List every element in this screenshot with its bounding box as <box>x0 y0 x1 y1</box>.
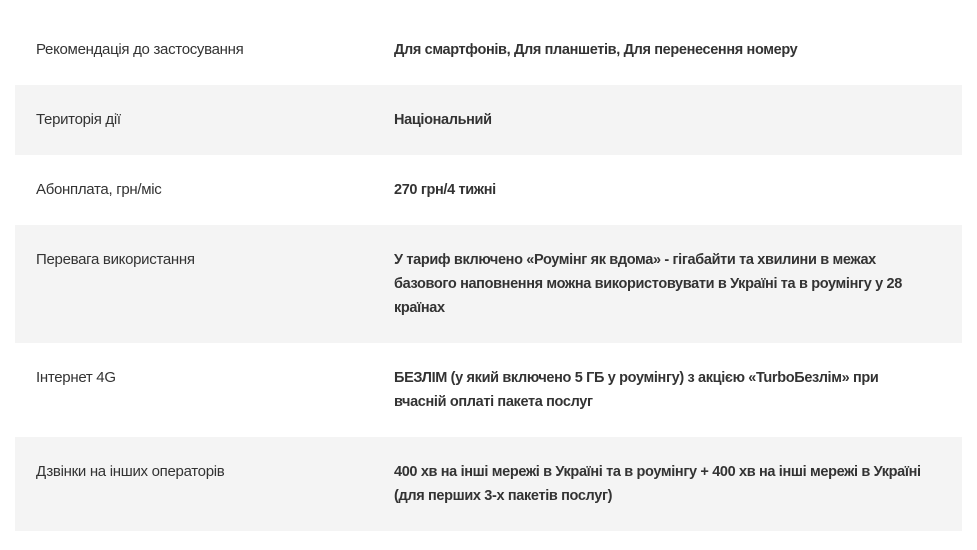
table-row: Рекомендація до застосування Для смартфо… <box>15 15 962 85</box>
tariff-specs-table: Рекомендація до застосування Для смартфо… <box>15 15 962 531</box>
table-row: Територія дії Національний <box>15 85 962 155</box>
table-row: Перевага використання У тариф включено «… <box>15 225 962 343</box>
row-value: У тариф включено «Роумінг як вдома» - гі… <box>394 252 902 316</box>
row-label: Територія дії <box>36 111 121 128</box>
row-label: Абонплата, грн/міс <box>36 181 162 198</box>
row-label: Перевага використання <box>36 251 195 268</box>
row-value: Національний <box>394 112 492 128</box>
row-value: БЕЗЛІМ (у який включено 5 ГБ у роумінгу)… <box>394 370 879 410</box>
table-row: Інтернет 4G БЕЗЛІМ (у який включено 5 ГБ… <box>15 343 962 437</box>
row-value: 400 хв на інші мережі в Україні та в роу… <box>394 464 921 504</box>
row-label: Дзвінки на інших операторів <box>36 463 225 480</box>
row-value: Для смартфонів, Для планшетів, Для перен… <box>394 42 798 58</box>
table-row: Абонплата, грн/міс 270 грн/4 тижні <box>15 155 962 225</box>
row-label: Рекомендація до застосування <box>36 41 244 58</box>
table-row: Дзвінки на інших операторів 400 хв на ін… <box>15 437 962 531</box>
row-value: 270 грн/4 тижні <box>394 182 496 198</box>
row-label: Інтернет 4G <box>36 369 116 386</box>
